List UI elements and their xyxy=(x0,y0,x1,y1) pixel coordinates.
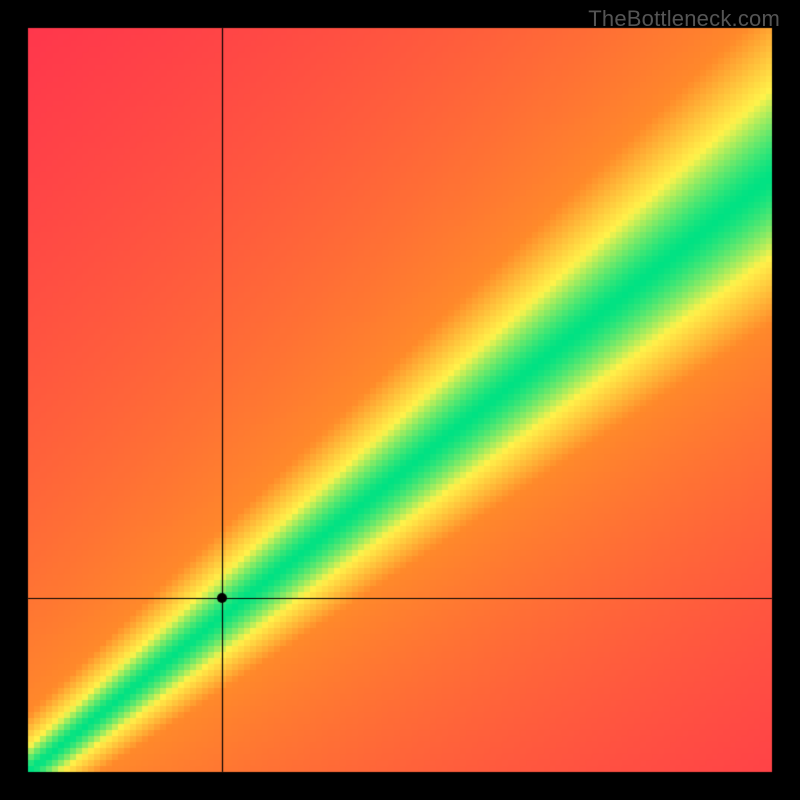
heatmap-canvas xyxy=(0,0,800,800)
watermark-text: TheBottleneck.com xyxy=(588,6,780,32)
chart-container: { "watermark": "TheBottleneck.com", "can… xyxy=(0,0,800,800)
